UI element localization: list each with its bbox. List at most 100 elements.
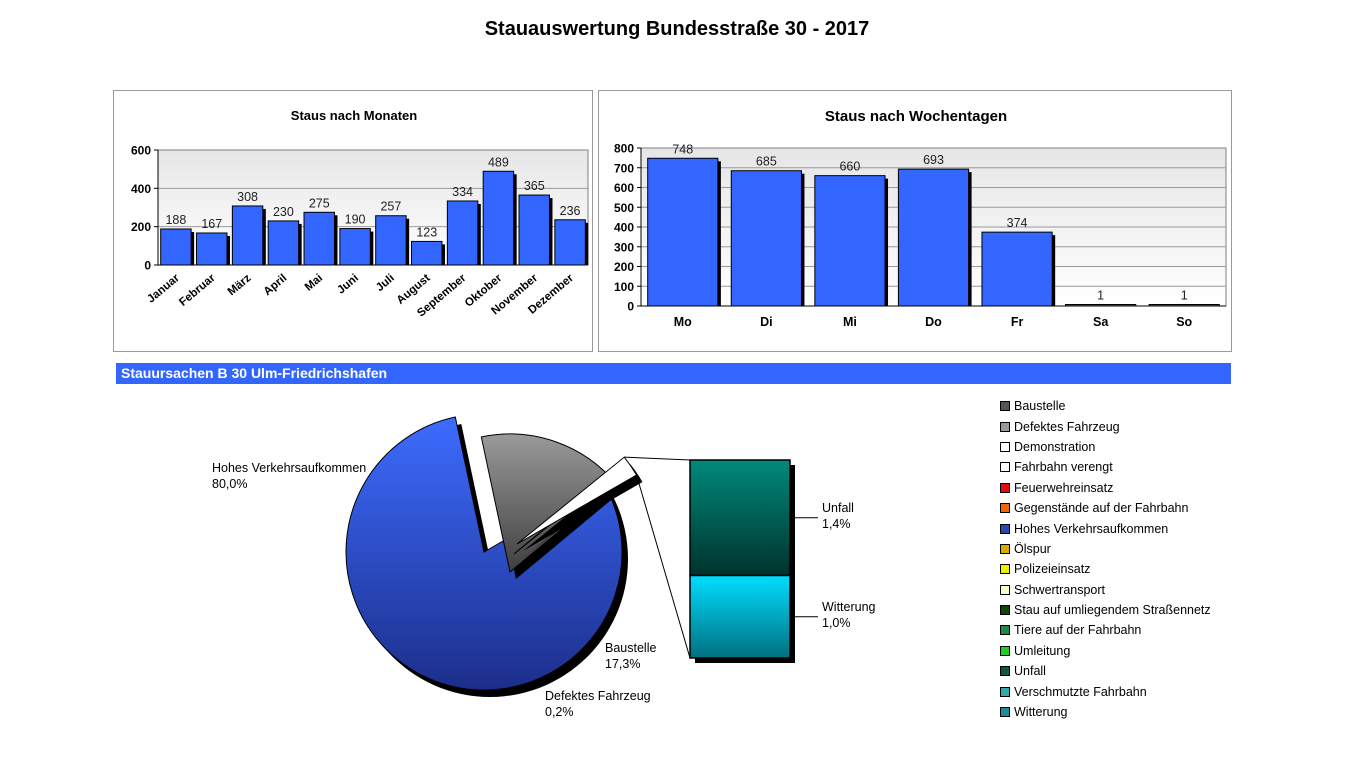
y-tick-label: 200 xyxy=(131,220,151,234)
legend-swatch xyxy=(1000,584,1010,595)
data-label: 188 xyxy=(165,213,186,227)
monthly-bar-chart: Staus nach Monaten0200400600188Januar167… xyxy=(131,108,589,320)
legend-item: Baustelle xyxy=(1000,396,1211,416)
bar xyxy=(518,194,550,266)
legend-label: Gegenstände auf der Fahrbahn xyxy=(1014,501,1189,516)
pie-label-name: Defektes Fahrzeug xyxy=(545,689,651,703)
legend-swatch xyxy=(1000,421,1010,432)
legend-item: Witterung xyxy=(1000,702,1211,722)
pie-label-name: Baustelle xyxy=(605,641,656,655)
bar xyxy=(411,240,443,266)
legend-swatch xyxy=(1000,666,1010,677)
legend-item: Fahrbahn verengt xyxy=(1000,457,1211,477)
legend-item: Demonstration xyxy=(1000,437,1211,457)
y-tick-label: 400 xyxy=(131,182,151,196)
y-tick-label: 0 xyxy=(144,259,151,273)
legend-label: Unfall xyxy=(1014,664,1046,679)
x-tick-label: Di xyxy=(760,315,773,329)
data-label: 1 xyxy=(1181,289,1188,303)
data-label: 230 xyxy=(273,205,294,219)
breakout-segment-unfall xyxy=(689,459,791,577)
bar xyxy=(1148,304,1220,307)
y-tick-label: 100 xyxy=(614,280,634,294)
legend-item: Polizeieinsatz xyxy=(1000,559,1211,579)
legend-label: Ölspur xyxy=(1014,541,1051,556)
legend-swatch xyxy=(1000,564,1010,575)
x-tick-label: Do xyxy=(925,315,942,329)
pie-slice-verkehr xyxy=(345,416,623,691)
legend-item: Feuerwehreinsatz xyxy=(1000,478,1211,498)
x-tick-label: So xyxy=(1176,315,1192,329)
bar xyxy=(375,215,407,266)
legend-item: Stau auf umliegendem Straßennetz xyxy=(1000,600,1211,620)
legend-swatch xyxy=(1000,482,1010,493)
y-tick-label: 500 xyxy=(614,201,634,215)
breakout-label-value: 1,0% xyxy=(822,616,851,630)
weekday-bar-chart: Staus nach Wochentagen 0 100 200 300 400 500 60… xyxy=(614,108,1227,329)
legend-swatch xyxy=(1000,401,1010,412)
pie-label-value: 80,0% xyxy=(212,477,247,491)
bar xyxy=(647,157,719,307)
legend-swatch xyxy=(1000,686,1010,697)
legend-label: Umleitung xyxy=(1014,643,1071,658)
y-tick-label: 600 xyxy=(614,181,634,195)
legend-label: Witterung xyxy=(1014,705,1068,720)
bar xyxy=(196,232,228,266)
bar xyxy=(446,200,479,266)
breakout-label-name: Witterung xyxy=(822,600,876,614)
data-label: 693 xyxy=(923,153,944,167)
legend-label: Stau auf umliegendem Straßennetz xyxy=(1014,603,1211,618)
bar xyxy=(267,220,300,266)
x-tick-label: Fr xyxy=(1011,315,1024,329)
connector-line xyxy=(636,474,691,659)
data-label: 489 xyxy=(488,155,509,169)
bar xyxy=(339,228,371,266)
legend-label: Schwertransport xyxy=(1014,582,1106,597)
legend-item: Hohes Verkehrsaufkommen xyxy=(1000,518,1211,538)
y-tick-label: 0 xyxy=(627,300,634,314)
bar xyxy=(554,219,586,266)
bar xyxy=(482,170,515,266)
legend-item: Defektes Fahrzeug xyxy=(1000,416,1211,436)
legend-item: Verschmutzte Fahrbahn xyxy=(1000,681,1211,701)
bar xyxy=(730,170,802,307)
weekday-chart-panel: Staus nach Wochentagen 0 100 200 300 400 500 60… xyxy=(598,90,1232,352)
data-label: 334 xyxy=(452,185,473,199)
y-tick-label: 300 xyxy=(614,240,634,254)
data-label: 257 xyxy=(380,200,401,214)
pie-legend: Baustelle Defektes Fahrzeug Demonstration F… xyxy=(1000,396,1211,722)
pie-label-value: 17,3% xyxy=(605,657,640,671)
data-label: 660 xyxy=(839,160,860,174)
breakout-segment-witterung xyxy=(689,574,791,659)
x-tick-label: Sa xyxy=(1093,315,1109,329)
page-title: Stauauswertung Bundesstraße 30 - 2017 xyxy=(484,18,870,40)
data-label: 308 xyxy=(237,190,258,204)
legend-item: Ölspur xyxy=(1000,539,1211,559)
y-tick-label: 200 xyxy=(614,260,634,274)
data-label: 748 xyxy=(672,142,693,156)
chart-title: Staus nach Monaten xyxy=(291,108,417,123)
legend-item: Umleitung xyxy=(1000,641,1211,661)
legend-label: Baustelle xyxy=(1014,399,1066,414)
legend-swatch xyxy=(1000,645,1010,656)
legend-label: Defektes Fahrzeug xyxy=(1014,419,1120,434)
connector-line xyxy=(624,456,691,461)
legend-swatch xyxy=(1000,605,1010,616)
bar xyxy=(814,175,886,307)
legend-swatch xyxy=(1000,441,1010,452)
legend-swatch xyxy=(1000,503,1010,514)
pie-label-value: 0,2% xyxy=(545,705,574,719)
legend-item: Unfall xyxy=(1000,661,1211,681)
legend-swatch xyxy=(1000,625,1010,636)
data-label: 123 xyxy=(416,225,437,239)
legend-item: Gegenstände auf der Fahrbahn xyxy=(1000,498,1211,518)
data-label: 167 xyxy=(201,217,222,231)
data-label: 275 xyxy=(309,196,330,210)
pie-label-name: Hohes Verkehrsaufkommen xyxy=(212,461,366,475)
legend-item: Tiere auf der Fahrbahn xyxy=(1000,620,1211,640)
chart-title: Staus nach Wochentagen xyxy=(825,108,1007,125)
monthly-chart-panel: Staus nach Monaten 0 200 400 600 188 Januar 167… xyxy=(113,90,593,352)
data-label: 1 xyxy=(1097,289,1104,303)
data-label: 685 xyxy=(756,155,777,169)
legend-swatch xyxy=(1000,543,1010,554)
